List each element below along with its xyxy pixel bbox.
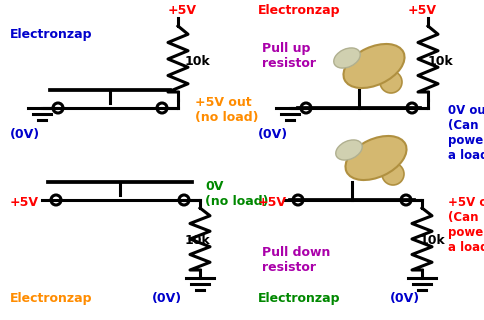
Ellipse shape <box>345 136 406 180</box>
Text: 10k: 10k <box>419 234 445 247</box>
Text: (0V): (0V) <box>10 128 40 141</box>
Text: +5V out
(no load): +5V out (no load) <box>195 96 258 124</box>
Text: 0V out
(Can
power
a load): 0V out (Can power a load) <box>447 104 484 162</box>
Text: Electronzap: Electronzap <box>257 292 340 305</box>
Text: +5V: +5V <box>167 4 197 17</box>
Text: +5V: +5V <box>10 196 39 209</box>
Text: (0V): (0V) <box>389 292 419 305</box>
Text: (0V): (0V) <box>151 292 182 305</box>
Text: (0V): (0V) <box>257 128 287 141</box>
Ellipse shape <box>379 71 401 93</box>
Text: Pull up
resistor: Pull up resistor <box>261 42 316 70</box>
Text: +5V: +5V <box>407 4 436 17</box>
Text: Electronzap: Electronzap <box>10 292 92 305</box>
Text: Pull down
resistor: Pull down resistor <box>261 246 330 274</box>
Ellipse shape <box>333 48 360 68</box>
Text: +5V out
(Can
power
a load): +5V out (Can power a load) <box>447 196 484 254</box>
Text: 0V
(no load): 0V (no load) <box>205 180 268 208</box>
Ellipse shape <box>335 140 362 160</box>
Text: +5V: +5V <box>257 196 287 209</box>
Text: Electronzap: Electronzap <box>10 28 92 41</box>
Text: 10k: 10k <box>184 55 211 68</box>
Text: 10k: 10k <box>427 55 453 68</box>
Ellipse shape <box>381 163 403 185</box>
Ellipse shape <box>343 44 404 88</box>
Text: 10k: 10k <box>184 234 211 247</box>
Text: Electronzap: Electronzap <box>257 4 340 17</box>
